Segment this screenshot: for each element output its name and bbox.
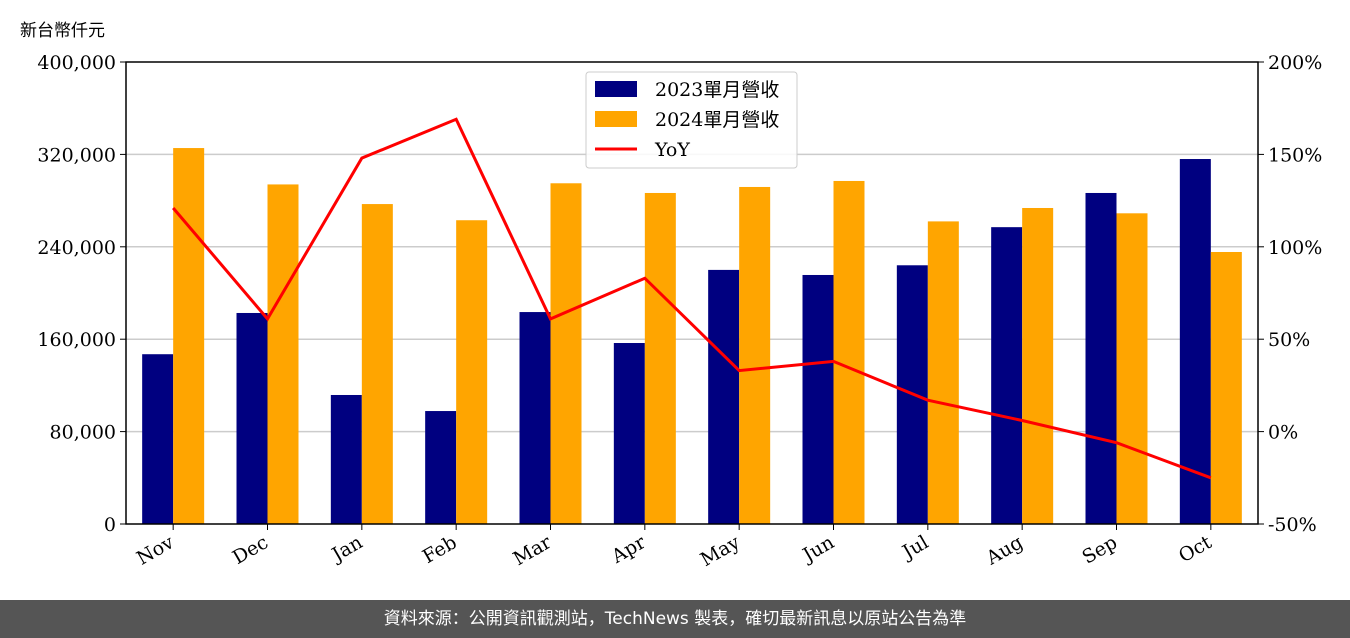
source-footer: 資料來源：公開資訊觀測站，TechNews 製表，確切最新訊息以原站公告為準 (0, 600, 1350, 638)
bar-2024 (833, 180, 865, 524)
y-axis-unit-label: 新台幣仟元 (20, 21, 105, 41)
x-tick-label: Mar (509, 531, 555, 570)
y-tick-label: 80,000 (50, 422, 116, 444)
y2-tick-label: 100% (1268, 237, 1322, 259)
bar-2024 (644, 192, 676, 525)
x-tick-label: Dec (229, 531, 272, 569)
x-tick-label: Aug (982, 531, 1027, 570)
yoy-line (172, 117, 1212, 480)
y-tick-label: 160,000 (37, 329, 116, 351)
y-tick-label: 400,000 (37, 52, 116, 74)
legend-label: 2024單月營收 (655, 109, 779, 131)
bar-2023 (802, 274, 834, 524)
bar-2024 (173, 148, 205, 525)
x-tick-label: Jan (327, 531, 367, 567)
bar-2023 (613, 343, 645, 524)
legend-swatch (595, 81, 637, 97)
bar-2023 (142, 354, 174, 524)
x-tick-label: Jun (797, 531, 838, 567)
bar-2024 (267, 184, 299, 524)
bar-2024 (550, 183, 582, 524)
x-tick-label: May (697, 531, 744, 571)
bar-2023 (1179, 159, 1211, 524)
bar-2024 (1022, 207, 1054, 524)
bar-2023 (330, 394, 362, 524)
y2-tick-label: 0% (1268, 422, 1298, 444)
x-tick-label: Oct (1175, 531, 1216, 567)
y2-tick-label: 200% (1268, 52, 1322, 74)
bar-2024 (1116, 213, 1148, 524)
bar-2024 (456, 220, 488, 525)
y-tick-label: 0 (104, 514, 116, 536)
legend (585, 71, 798, 169)
bar-2024 (739, 186, 771, 524)
plot-frame (125, 61, 1259, 525)
bar-2023 (1085, 192, 1117, 525)
bar-line-chart: 0 80,000 160,000 240,000 320,000 400,000 -50% 0… (37, 52, 1322, 571)
y-tick-label: 240,000 (37, 237, 116, 259)
y2-tick-label: 50% (1268, 329, 1310, 351)
bar-2024 (361, 204, 393, 524)
x-tick-label: Nov (133, 531, 178, 570)
y-tick-label: 320,000 (37, 144, 116, 166)
bar-2024 (927, 221, 959, 524)
x-tick-label: Sep (1078, 531, 1121, 568)
x-tick-label: Feb (419, 531, 461, 568)
y2-tick-label: 150% (1268, 144, 1322, 166)
bar-2023 (708, 269, 740, 524)
bar-2023 (425, 411, 457, 524)
bar-2023 (519, 312, 551, 524)
bar-2023 (236, 312, 268, 524)
legend-label: YoY (654, 139, 690, 161)
x-tick-label: Jul (897, 531, 932, 564)
bar-2023 (991, 227, 1023, 525)
bar-2024 (1210, 251, 1242, 524)
x-tick-label: Apr (607, 531, 650, 568)
y2-tick-label: -50% (1268, 514, 1317, 536)
legend-label: 2023單月營收 (655, 79, 779, 101)
legend-swatch (595, 111, 637, 127)
